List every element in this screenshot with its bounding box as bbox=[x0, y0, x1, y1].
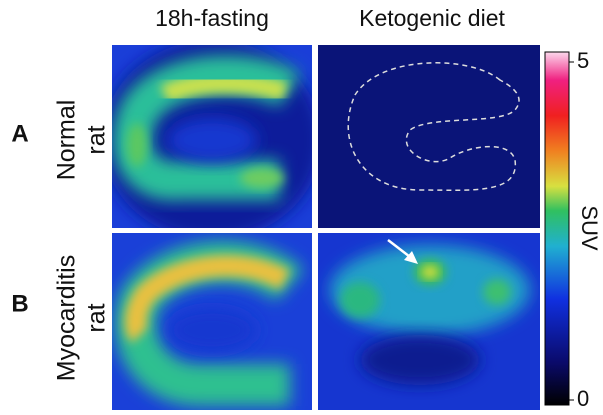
pet-image bbox=[102, 40, 322, 240]
colorbar bbox=[545, 52, 569, 405]
row-label: Normal bbox=[53, 100, 81, 181]
pet-image bbox=[318, 233, 540, 410]
pet-image bbox=[318, 45, 540, 228]
row-letter: B bbox=[11, 290, 28, 317]
pet-image bbox=[112, 233, 312, 410]
colorbar-tick-label: 0 bbox=[577, 386, 589, 411]
row-label: Myocarditis bbox=[53, 255, 81, 381]
row-label: rat bbox=[83, 125, 111, 154]
colorbar-label: SUV bbox=[577, 205, 602, 251]
column-header: 18h-fasting bbox=[155, 5, 269, 31]
column-header: Ketogenic diet bbox=[359, 5, 505, 31]
figure: 18h-fasting Ketogenic diet A B Normal ra… bbox=[0, 0, 603, 415]
row-letter: A bbox=[11, 120, 28, 147]
row-label: rat bbox=[83, 303, 111, 332]
colorbar-tick-label: 5 bbox=[577, 48, 589, 73]
